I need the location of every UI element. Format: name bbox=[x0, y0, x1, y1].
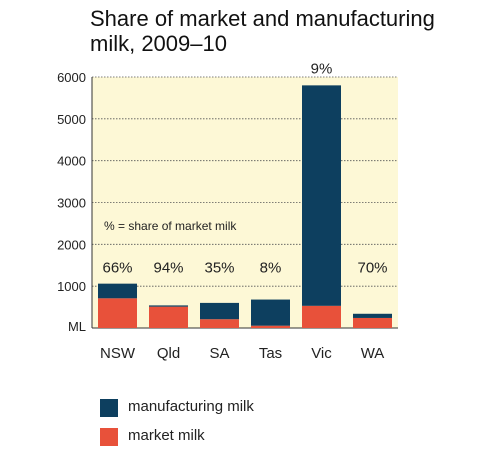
data-label: 94% bbox=[153, 259, 183, 276]
bar-manufacturing-milk-wa bbox=[353, 313, 392, 318]
y-tick-label: 5000 bbox=[57, 112, 86, 127]
legend-swatch-market bbox=[100, 428, 118, 446]
legend-swatch-manufacturing bbox=[100, 399, 118, 417]
bar-market-milk-nsw bbox=[98, 298, 137, 328]
bar-manufacturing-milk-vic bbox=[302, 85, 341, 306]
y-tick-label: 4000 bbox=[57, 154, 86, 169]
data-label: 8% bbox=[260, 259, 282, 276]
data-label: 66% bbox=[102, 259, 132, 276]
bar-market-milk-wa bbox=[353, 317, 392, 328]
chart-title-line-2: milk, 2009–10 bbox=[90, 31, 227, 56]
data-label: 9% bbox=[311, 60, 333, 77]
legend-label-market: market milk bbox=[128, 427, 205, 444]
bar-market-milk-vic bbox=[302, 305, 341, 328]
bar-market-milk-qld bbox=[149, 306, 188, 328]
legend-label-manufacturing: manufacturing milk bbox=[128, 398, 254, 415]
chart-title: Share of market and manufacturing milk, … bbox=[90, 6, 490, 56]
y-tick-label: 6000 bbox=[57, 70, 86, 85]
y-tick-label: 1000 bbox=[57, 279, 86, 294]
x-tick-label: NSW bbox=[100, 345, 136, 362]
bar-market-milk-sa bbox=[200, 319, 239, 328]
data-label: 70% bbox=[357, 259, 387, 276]
bar-manufacturing-milk-qld bbox=[149, 305, 188, 307]
bar-manufacturing-milk-sa bbox=[200, 302, 239, 320]
y-tick-label: 3000 bbox=[57, 196, 86, 211]
x-tick-label: WA bbox=[361, 345, 385, 362]
y-axis-label: ML bbox=[68, 319, 86, 334]
x-tick-label: Vic bbox=[311, 345, 332, 362]
data-label: 35% bbox=[204, 259, 234, 276]
x-tick-label: SA bbox=[209, 345, 229, 362]
chart-title-line-1: Share of market and manufacturing bbox=[90, 6, 435, 31]
bar-manufacturing-milk-nsw bbox=[98, 283, 137, 299]
x-tick-label: Tas bbox=[259, 345, 282, 362]
x-tick-label: Qld bbox=[157, 345, 180, 362]
y-tick-label: 2000 bbox=[57, 237, 86, 252]
chart-annotation: % = share of market milk bbox=[104, 219, 237, 233]
bar-market-milk-tas bbox=[251, 325, 290, 328]
bar-manufacturing-milk-tas bbox=[251, 299, 290, 326]
